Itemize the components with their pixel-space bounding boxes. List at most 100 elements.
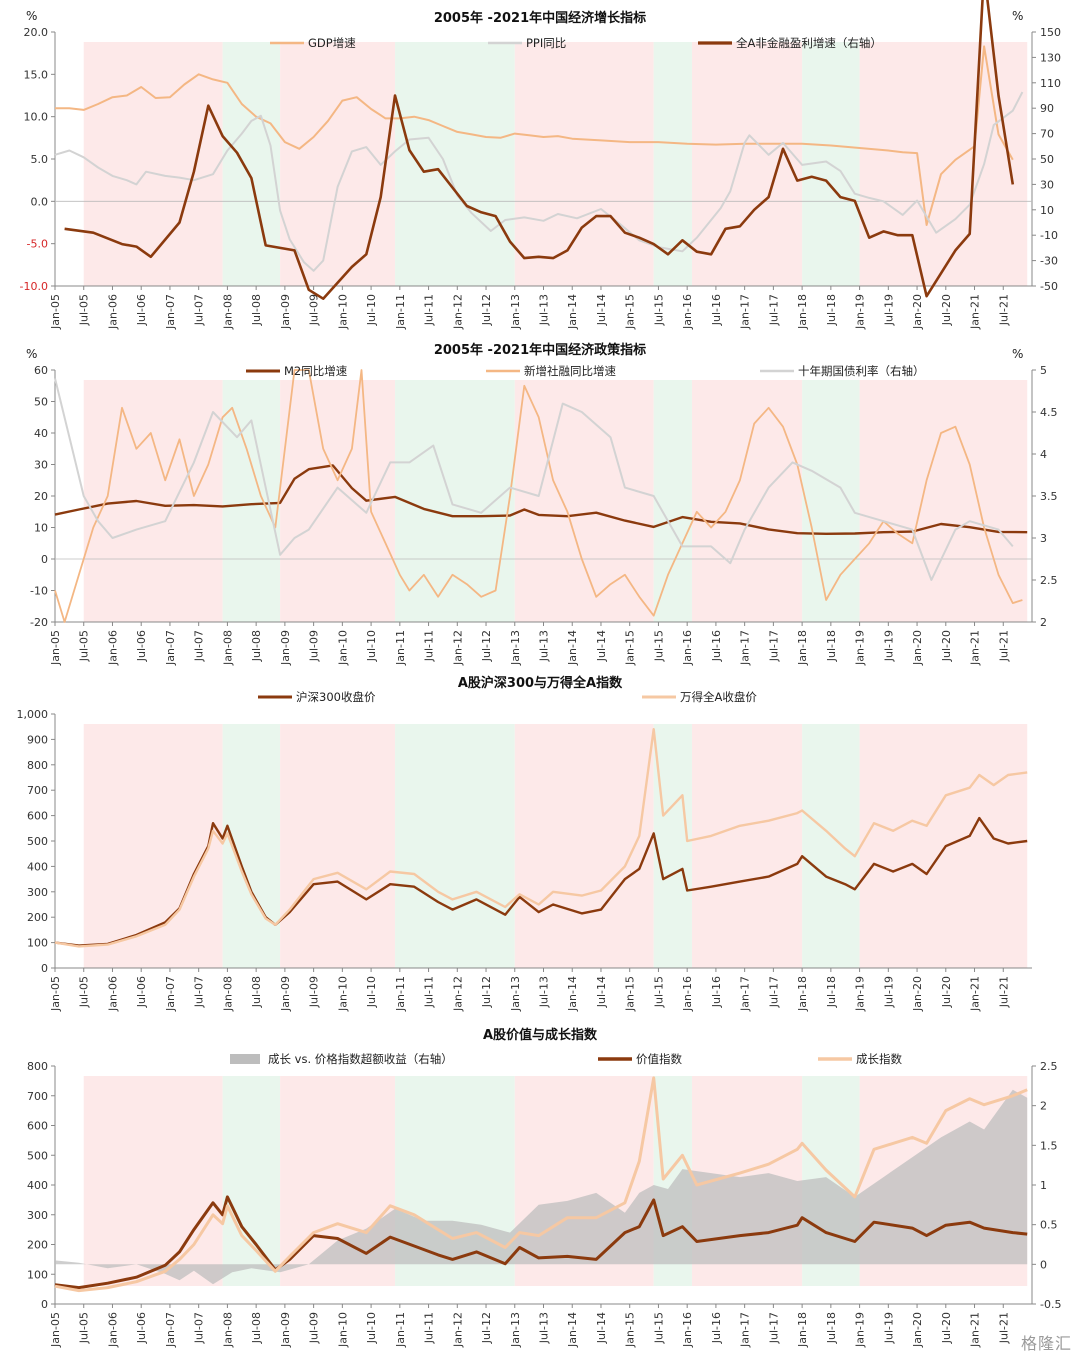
x-tick-label: Jan-08 bbox=[221, 976, 234, 1012]
left-tick-label: 40 bbox=[34, 427, 48, 440]
x-tick-label: Jan-16 bbox=[681, 976, 694, 1012]
cycle-band-4 bbox=[395, 724, 515, 968]
legend-label: 万得全A收盘价 bbox=[680, 690, 757, 704]
x-tick-label: Jul-18 bbox=[825, 630, 838, 662]
right-tick-label: 3 bbox=[1040, 532, 1047, 545]
legend-label: 十年期国债利率（右轴） bbox=[798, 364, 925, 378]
chart-panel-2: -20 -10 0 10 20 30 40 50 60 2 2.5 3 3.5 4 4.5 5% % Jan-05… bbox=[26, 342, 1058, 666]
right-tick-label: -0.5 bbox=[1040, 1298, 1061, 1311]
right-tick-label: 10 bbox=[1040, 204, 1054, 217]
x-tick-label: Jul-08 bbox=[250, 1312, 263, 1344]
x-tick-label: Jan-20 bbox=[911, 630, 924, 666]
left-tick-label: 20.0 bbox=[24, 26, 49, 39]
x-tick-label: Jan-17 bbox=[739, 630, 752, 666]
left-tick-label: 900 bbox=[27, 733, 48, 746]
x-tick-label: Jan-06 bbox=[106, 294, 119, 330]
cycle-band-1 bbox=[83, 724, 223, 968]
x-tick-label: Jul-15 bbox=[652, 976, 665, 1008]
x-tick-label: Jul-15 bbox=[652, 630, 665, 662]
right-tick-label: 0.5 bbox=[1040, 1219, 1058, 1232]
right-tick-label: -10 bbox=[1040, 229, 1058, 242]
right-unit-label: % bbox=[1012, 9, 1023, 23]
cycle-band-7 bbox=[691, 380, 803, 622]
x-tick-label: Jul-15 bbox=[652, 1312, 665, 1344]
x-tick-label: Jul-05 bbox=[78, 294, 91, 326]
chart-panel-3: 0 100 200 300 400 500 600 700 800 900 1,000 Jan-05 J… bbox=[17, 675, 1032, 1012]
x-tick-label: Jan-10 bbox=[336, 294, 349, 330]
x-tick-label: Jul-11 bbox=[423, 976, 436, 1008]
x-tick-label: Jan-19 bbox=[854, 976, 867, 1012]
series-area-excess-return bbox=[55, 1089, 1028, 1285]
x-tick-label: Jul-17 bbox=[767, 294, 780, 326]
left-tick-label: 20 bbox=[34, 490, 48, 503]
legend-label: 全A非金融盈利增速（右轴） bbox=[736, 36, 882, 50]
right-tick-label: 1 bbox=[1040, 1179, 1047, 1192]
cycle-band-8 bbox=[802, 724, 860, 968]
left-tick-label: 10 bbox=[34, 522, 48, 535]
right-tick-label: 2 bbox=[1040, 616, 1047, 629]
x-tick-label: Jul-07 bbox=[193, 630, 206, 662]
cycle-band-8 bbox=[802, 380, 860, 622]
x-tick-label: Jan-06 bbox=[106, 1312, 119, 1348]
right-tick-label: 1.5 bbox=[1040, 1139, 1058, 1152]
x-tick-label: Jan-18 bbox=[796, 976, 809, 1012]
chart-panel-4: 0 100 200 300 400 500 600 700 800 -0.5 0 0.5 1 1.5 2 2.… bbox=[27, 1027, 1061, 1348]
x-tick-label: Jan-11 bbox=[394, 294, 407, 330]
left-tick-label: 700 bbox=[27, 784, 48, 797]
x-tick-label: Jan-07 bbox=[164, 630, 177, 666]
x-tick-label: Jan-21 bbox=[969, 630, 982, 666]
x-tick-label: Jan-07 bbox=[164, 294, 177, 330]
x-tick-label: Jul-09 bbox=[308, 1312, 321, 1344]
x-tick-label: Jul-09 bbox=[308, 630, 321, 662]
legend-label: 沪深300收盘价 bbox=[296, 690, 376, 704]
left-tick-label: 300 bbox=[27, 886, 48, 899]
x-tick-label: Jan-11 bbox=[394, 1312, 407, 1348]
x-tick-label: Jan-05 bbox=[49, 1312, 62, 1348]
x-tick-label: Jul-20 bbox=[940, 630, 953, 662]
x-tick-label: Jan-09 bbox=[279, 1312, 292, 1348]
x-tick-label: Jan-05 bbox=[49, 976, 62, 1012]
right-tick-label: 110 bbox=[1040, 77, 1061, 90]
x-tick-label: Jul-07 bbox=[193, 294, 206, 326]
x-tick-label: Jul-12 bbox=[480, 630, 493, 662]
series-line-3 bbox=[64, 0, 1015, 300]
series-line-3 bbox=[54, 378, 1014, 581]
left-unit-label: % bbox=[26, 9, 37, 23]
chart-title: A股价值与成长指数 bbox=[483, 1027, 598, 1043]
x-tick-label: Jan-09 bbox=[279, 294, 292, 330]
x-tick-label: Jul-05 bbox=[78, 976, 91, 1008]
left-tick-label: 15.0 bbox=[24, 68, 49, 81]
x-tick-label: Jul-12 bbox=[480, 1312, 493, 1344]
right-tick-label: 2.5 bbox=[1040, 574, 1058, 587]
x-tick-label: Jul-20 bbox=[940, 976, 953, 1008]
x-tick-label: Jan-06 bbox=[106, 976, 119, 1012]
x-tick-label: Jul-10 bbox=[365, 630, 378, 662]
x-tick-label: Jul-06 bbox=[135, 630, 148, 662]
legend-label: PPI同比 bbox=[526, 36, 566, 50]
cycle-band-6 bbox=[653, 724, 692, 968]
x-tick-label: Jan-05 bbox=[49, 630, 62, 666]
series-line-1 bbox=[54, 464, 1028, 535]
left-tick-label: -5.0 bbox=[27, 238, 48, 251]
left-tick-label: 400 bbox=[27, 1179, 48, 1192]
x-tick-label: Jan-13 bbox=[509, 976, 522, 1012]
x-tick-label: Jul-21 bbox=[997, 1312, 1010, 1344]
x-tick-label: Jul-14 bbox=[595, 630, 608, 662]
left-tick-label: -20 bbox=[30, 616, 48, 629]
x-tick-label: Jul-07 bbox=[193, 1312, 206, 1344]
left-tick-label: 5.0 bbox=[31, 153, 49, 166]
x-tick-label: Jul-13 bbox=[538, 630, 551, 662]
x-tick-label: Jan-18 bbox=[796, 294, 809, 330]
x-tick-label: Jan-17 bbox=[739, 294, 752, 330]
x-tick-label: Jan-15 bbox=[624, 976, 637, 1012]
x-tick-label: Jul-06 bbox=[135, 1312, 148, 1344]
x-tick-label: Jan-12 bbox=[451, 1312, 464, 1348]
x-tick-label: Jul-18 bbox=[825, 976, 838, 1008]
cycle-band-9 bbox=[859, 724, 1028, 968]
x-tick-label: Jan-14 bbox=[566, 294, 579, 330]
series-line-2 bbox=[54, 369, 1023, 623]
legend-label: M2同比增速 bbox=[284, 364, 348, 378]
left-tick-label: 30 bbox=[34, 459, 48, 472]
x-tick-label: Jan-16 bbox=[681, 294, 694, 330]
left-tick-label: 60 bbox=[34, 364, 48, 377]
